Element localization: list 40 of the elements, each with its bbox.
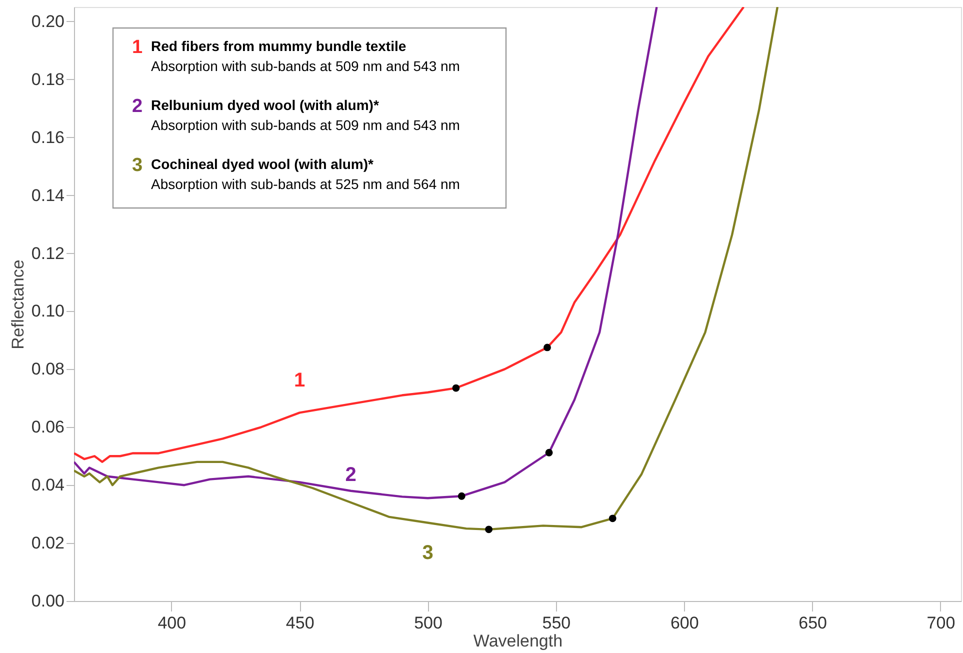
y-axis-title: Reflectance: [8, 260, 28, 350]
x-tick-label: 700: [926, 614, 956, 632]
y-tick-label: 0.10: [31, 302, 64, 321]
text: 1: [132, 37, 143, 58]
annotation: Absorption with sub-bands at 509 nm and 543 nm: [151, 117, 460, 133]
y-tick-label: 0.16: [31, 128, 64, 147]
x-tick-label: 650: [798, 614, 827, 632]
y-tick-label: 0.18: [31, 70, 64, 89]
point: [608, 514, 616, 522]
x-tick-label: 400: [158, 614, 186, 632]
annotation: Absorption with sub-bands at 509 nm and 543 nm: [151, 58, 460, 74]
series-label: 2: [345, 464, 356, 486]
annotation: Relbunium dyed wool (with alum)*: [151, 97, 380, 113]
text: 2: [132, 96, 143, 117]
annotation: Cochineal dyed wool (with alum)*: [151, 156, 374, 172]
x-tick-label: 600: [670, 614, 699, 632]
y-tick-label: 0.14: [31, 186, 64, 205]
y-tick-label: 0.20: [31, 12, 64, 31]
x-axis-title: Wavelength: [473, 632, 563, 650]
y-tick-label: 0.00: [31, 592, 64, 610]
series-label: 3: [422, 542, 434, 564]
line-series: [74, 7, 658, 500]
line-series: [74, 7, 745, 464]
y-tick-label: 0.06: [31, 418, 64, 437]
x-tick-label: 450: [286, 614, 314, 632]
point: [452, 384, 460, 392]
text: 3: [132, 155, 143, 176]
y-tick-label: 0.02: [31, 534, 64, 553]
x-tick-label: 550: [542, 614, 571, 632]
series-label: 1: [294, 370, 306, 392]
y-tick-label: 0.12: [31, 244, 64, 263]
point: [485, 526, 492, 534]
point: [545, 448, 553, 456]
annotation: Absorption with sub-bands at 525 nm and 564 nm: [151, 176, 460, 192]
x-tick-label: 500: [414, 614, 442, 632]
point: [458, 492, 466, 500]
y-tick-label: 0.04: [31, 476, 64, 495]
y-tick-label: 0.08: [31, 360, 64, 379]
annotation: Red fibers from mummy bundle textile: [151, 38, 406, 54]
point: [544, 344, 551, 352]
